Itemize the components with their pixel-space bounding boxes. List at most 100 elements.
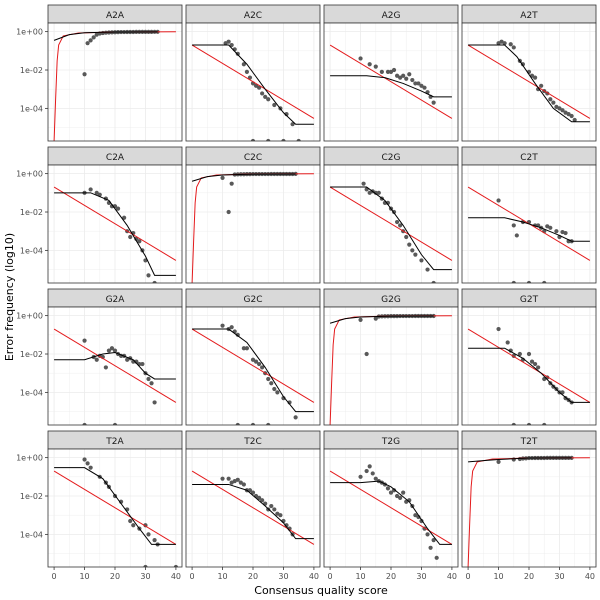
panel-border — [185, 164, 321, 284]
data-point — [496, 459, 501, 464]
x-axis-label: Consensus quality score — [254, 584, 388, 597]
panel-border — [185, 306, 321, 426]
fitted-error-line — [192, 328, 314, 413]
data-point — [394, 73, 400, 78]
panel-g2t: G2T — [461, 288, 597, 426]
data-point — [569, 113, 574, 119]
y-tick-label: 1e-02 — [20, 66, 43, 75]
data-point — [385, 69, 391, 74]
data-point — [88, 187, 93, 192]
data-point — [250, 422, 256, 425]
data-point — [413, 513, 418, 518]
x-tick-label: 10 — [355, 572, 365, 581]
data-point — [260, 91, 265, 96]
data-point — [82, 422, 87, 425]
y-tick-label: 1e-02 — [20, 350, 43, 359]
data-point — [367, 62, 372, 67]
data-point — [281, 396, 286, 401]
nominal-error-line — [53, 328, 177, 403]
data-point — [505, 340, 510, 345]
data-point — [284, 523, 289, 528]
data-point — [410, 248, 415, 253]
data-point — [563, 230, 568, 236]
data-point — [373, 64, 378, 69]
data-point — [128, 234, 133, 240]
fitted-error-line — [192, 44, 314, 125]
data-point — [152, 400, 157, 405]
data-point — [388, 490, 394, 495]
fitted-error-line — [330, 75, 452, 98]
y-tick-label: 1e-02 — [20, 208, 43, 217]
x-tick-label: 20 — [524, 572, 534, 581]
data-point — [278, 513, 283, 518]
data-point — [137, 239, 142, 244]
panel-data — [191, 323, 315, 425]
data-point — [502, 41, 507, 46]
data-point — [253, 359, 259, 364]
panel-data — [329, 181, 453, 283]
data-point — [220, 323, 225, 328]
data-point — [241, 62, 246, 67]
data-point — [247, 488, 253, 493]
panel-border — [323, 22, 459, 142]
data-point — [572, 117, 577, 123]
data-point — [554, 229, 559, 234]
data-point — [373, 190, 378, 195]
data-point — [566, 112, 571, 117]
data-point — [250, 138, 256, 141]
y-tick-label: 1e-04 — [20, 530, 43, 539]
data-point — [526, 422, 532, 425]
x-tick-label: 30 — [416, 572, 426, 581]
data-point — [250, 357, 256, 362]
panel-title: C2G — [382, 153, 401, 163]
x-tick-label: 10 — [217, 572, 227, 581]
nominal-error-line — [191, 470, 315, 545]
data-point — [401, 490, 406, 495]
x-tick-label: 30 — [278, 572, 288, 581]
data-point — [235, 51, 240, 56]
data-point — [526, 351, 532, 357]
panel-title: T2G — [381, 437, 400, 447]
panel-data — [467, 455, 590, 567]
panel-title: A2C — [244, 11, 262, 21]
panel-data — [191, 470, 315, 545]
panel-title: A2G — [382, 11, 401, 21]
nominal-error-line — [467, 44, 591, 119]
data-point — [542, 422, 547, 425]
panel-data — [191, 39, 315, 141]
panel-border — [185, 22, 321, 142]
data-point — [152, 538, 157, 543]
data-point — [511, 223, 516, 228]
data-point — [419, 83, 424, 88]
fitted-error-line — [192, 483, 314, 540]
panel-g2g: G2G — [323, 288, 459, 426]
panel-border — [461, 306, 597, 426]
panel-a2t: A2T — [461, 4, 597, 142]
panel-t2c: T2C 0 10 20 30 40 — [185, 430, 321, 581]
data-point — [266, 97, 271, 102]
data-point — [272, 102, 277, 108]
data-point — [94, 357, 99, 362]
data-point — [536, 365, 541, 370]
panel-a2a: A2A 1e+00 1e-02 1e-04 — [16, 4, 183, 142]
data-point — [82, 338, 87, 343]
panel-c2g: C2G — [323, 146, 459, 284]
nominal-error-line — [53, 470, 177, 545]
data-point — [517, 351, 522, 357]
panel-border — [461, 164, 597, 284]
data-point — [272, 386, 277, 392]
data-point — [293, 415, 298, 420]
data-point — [260, 498, 265, 503]
data-point — [398, 75, 403, 80]
data-point — [241, 346, 246, 351]
panel-grid: A2A 1e+00 1e-02 1e-04 A2C A2G A2T C2A 1e+00 1e-02… — [16, 4, 597, 581]
data-point — [431, 280, 436, 283]
data-point — [235, 332, 240, 337]
fitted-error-line — [54, 192, 176, 276]
x-tick-label: 0 — [328, 572, 333, 581]
data-point — [128, 518, 133, 524]
data-point — [226, 209, 231, 215]
data-point — [229, 42, 234, 48]
data-point — [361, 181, 366, 186]
